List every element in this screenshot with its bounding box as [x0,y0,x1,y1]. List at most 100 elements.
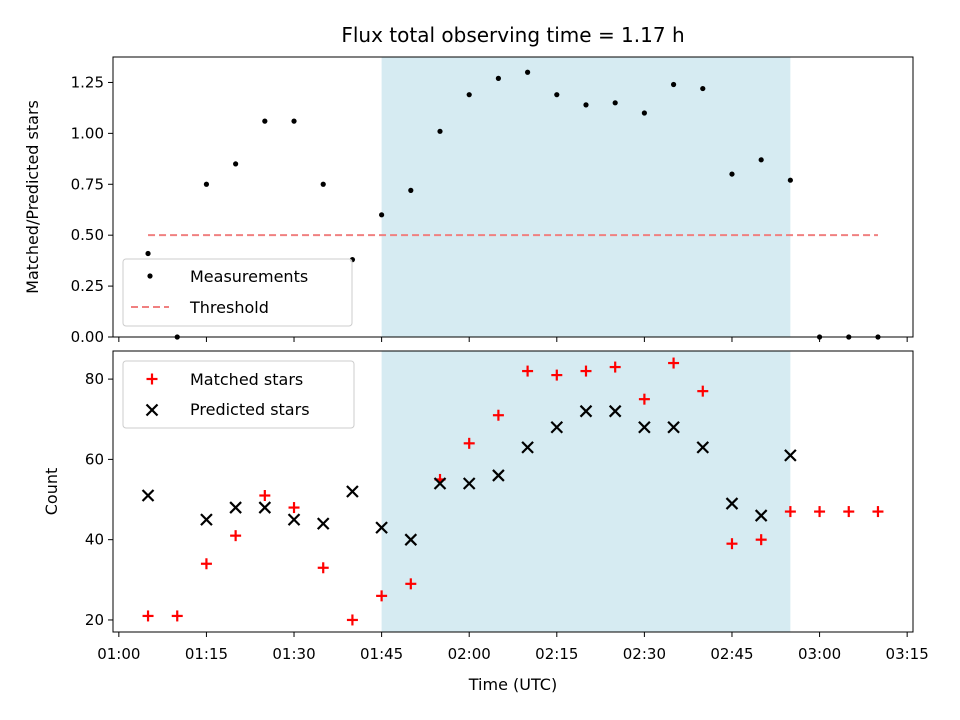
matched-star-point [288,502,300,514]
measurement-point [700,85,706,92]
measurement-point [641,110,647,116]
measurement-point [379,212,385,218]
y-tick-label: 80 [85,370,104,388]
matched-star-point [200,558,212,570]
matched-star-point [609,361,621,373]
time-x-axis-label: Time (UTC) [468,675,557,694]
measurement-point [495,75,502,81]
x-tick-label: 03:15 [886,645,929,663]
predicted-star-point [258,501,272,514]
legend-x-glyph [145,403,159,417]
predicted-star-point [638,420,651,434]
legend-predicted-label: Predicted stars [190,400,310,419]
matched-star-point [317,562,329,574]
predicted-star-point [404,533,418,546]
legend-measurements-marker [147,273,153,279]
predicted-star-point [375,521,388,534]
predicted-star-point [696,441,710,454]
measurement-point [262,118,268,124]
matched-star-point [580,365,592,377]
measurement-point [524,69,531,75]
matched-star-point [522,365,534,377]
measurement-point [583,102,589,108]
matched-star-point [405,578,417,590]
measurement-point [670,81,677,88]
matched-star-point [755,534,767,546]
x-tick-label: 02:15 [535,645,578,663]
matched-star-point [697,385,709,397]
y-tick-label: 40 [85,531,104,549]
predicted-star-point [608,404,622,418]
measurement-point [437,128,443,134]
matched-star-point [492,409,504,421]
y-tick-label: 0.00 [71,328,104,346]
x-tick-label: 01:15 [185,645,228,663]
y-tick-label: 1.25 [71,73,104,91]
chart-title: Flux total observing time = 1.17 h [341,23,684,47]
x-tick-label: 02:00 [448,645,491,663]
y-tick-label: 60 [85,450,104,468]
measurement-point [466,92,472,98]
measurement-point [291,118,297,124]
legend-threshold-label: Threshold [189,298,269,317]
x-tick-label: 01:00 [97,645,140,663]
measurement-point [408,187,414,193]
measurement-point [554,92,560,98]
matched-star-point [376,590,388,602]
legend-matched-marker [146,373,158,385]
predicted-star-point [521,441,534,454]
predicted-star-point [784,449,797,462]
matched-star-point [142,610,154,622]
observing-window-shade [381,57,791,337]
matched-star-point [668,357,680,369]
matched-star-point [171,610,183,622]
legend-predicted-marker [145,403,159,417]
predicted-star-point [287,513,301,526]
x-tick-label: 03:00 [798,645,841,663]
matched-star-point [872,506,884,518]
ratio-axes-frame [112,56,914,338]
measurement-point [758,157,764,163]
matched-star-point [843,506,855,518]
measurement-point [320,181,326,187]
y-tick-label: 1.00 [71,124,104,142]
measurement-point [787,177,793,183]
matched-star-point [346,614,358,626]
predicted-star-point [316,517,330,530]
measurement-point [233,161,239,167]
count-y-axis-label: Count [42,468,61,516]
counts-legend: Matched stars Predicted stars [122,360,355,429]
measurement-point [203,181,210,187]
y-tick-label: 0.50 [71,226,104,244]
predicted-star-point [579,404,593,418]
predicted-star-point [200,513,213,526]
ratio-y-axis-label: Matched/Predicted stars [23,100,42,294]
y-tick-label: 20 [85,611,104,629]
matched-star-point [551,369,563,381]
x-tick-label: 01:30 [272,645,315,663]
predicted-star-point [754,509,768,522]
x-tick-label: 01:45 [360,645,403,663]
y-tick-label: 0.75 [71,175,104,193]
matched-star-point [230,530,242,542]
predicted-star-point [462,477,476,490]
predicted-star-point [550,420,564,434]
x-tick-label: 02:30 [623,645,666,663]
predicted-star-point [433,477,447,490]
predicted-star-point [725,497,739,510]
legend-measurements-label: Measurements [190,267,308,286]
legend-matched-label: Matched stars [190,370,303,389]
matched-star-point [784,506,796,518]
ratio-legend: Measurements Threshold [122,258,353,327]
predicted-star-point [667,420,680,434]
y-tick-label: 0.25 [71,277,104,295]
counts-panel: 20 40 60 80 01:00 01:15 01:30 01:45 02:00 02:15 0… [42,350,929,694]
x-tick-label: 02:45 [710,645,753,663]
predicted-star-point [492,469,505,482]
measurement-point [729,171,735,177]
counts-legend-box [122,360,355,429]
ratio-legend-box [122,258,353,327]
predicted-star-point [141,489,155,502]
measurement-point [612,100,618,106]
